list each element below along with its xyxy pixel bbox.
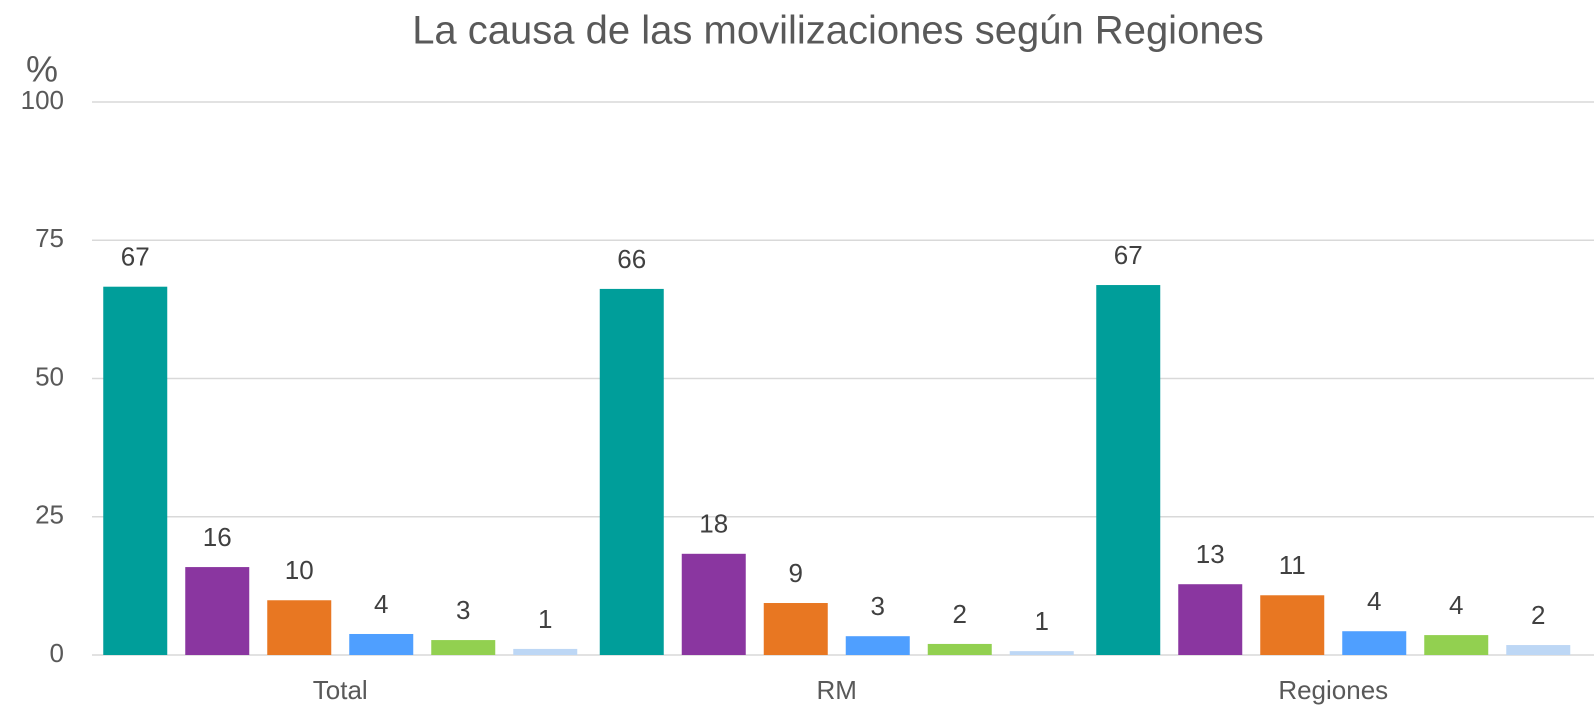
bar bbox=[513, 648, 578, 655]
bar bbox=[599, 288, 664, 655]
bar bbox=[103, 286, 168, 655]
bar bbox=[845, 636, 910, 655]
bar bbox=[431, 640, 496, 655]
y-tick-label: 75 bbox=[35, 223, 64, 253]
bar bbox=[1424, 635, 1489, 655]
x-tick-label: Regiones bbox=[1278, 675, 1388, 705]
data-label: 1 bbox=[1035, 606, 1049, 636]
x-tick-label: RM bbox=[817, 675, 857, 705]
y-axis-label: % bbox=[26, 49, 58, 90]
data-label: 4 bbox=[1449, 590, 1463, 620]
data-label: 66 bbox=[617, 244, 646, 274]
data-label: 3 bbox=[456, 595, 470, 625]
data-label: 11 bbox=[1279, 550, 1306, 580]
bar bbox=[763, 603, 828, 655]
data-label: 4 bbox=[374, 589, 388, 619]
y-tick-label: 0 bbox=[50, 638, 64, 668]
y-tick-label: 25 bbox=[35, 500, 64, 530]
data-label: 4 bbox=[1367, 586, 1381, 616]
y-tick-label: 100 bbox=[21, 85, 64, 115]
bar bbox=[927, 643, 992, 655]
bar bbox=[267, 600, 332, 655]
bar bbox=[1260, 595, 1325, 655]
x-tick-label: Total bbox=[313, 675, 368, 705]
data-label: 2 bbox=[1531, 600, 1545, 630]
data-label: 9 bbox=[789, 558, 803, 588]
data-label: 67 bbox=[121, 242, 150, 272]
bar bbox=[1342, 631, 1407, 655]
bar bbox=[1096, 285, 1161, 655]
data-label: 2 bbox=[953, 599, 967, 629]
data-label: 13 bbox=[1196, 539, 1225, 569]
bar bbox=[185, 567, 250, 655]
y-tick-label: 50 bbox=[35, 361, 64, 391]
data-label: 67 bbox=[1114, 240, 1143, 270]
bar bbox=[1506, 645, 1571, 655]
bar bbox=[349, 633, 414, 655]
data-label: 1 bbox=[538, 604, 552, 634]
bar bbox=[681, 553, 746, 655]
chart-title: La causa de las movilizaciones según Reg… bbox=[412, 9, 1264, 53]
data-label: 10 bbox=[285, 555, 314, 585]
bar bbox=[1178, 584, 1243, 655]
bar bbox=[1009, 651, 1074, 655]
data-label: 18 bbox=[699, 509, 728, 539]
data-label: 3 bbox=[871, 591, 885, 621]
data-label: 16 bbox=[203, 522, 232, 552]
